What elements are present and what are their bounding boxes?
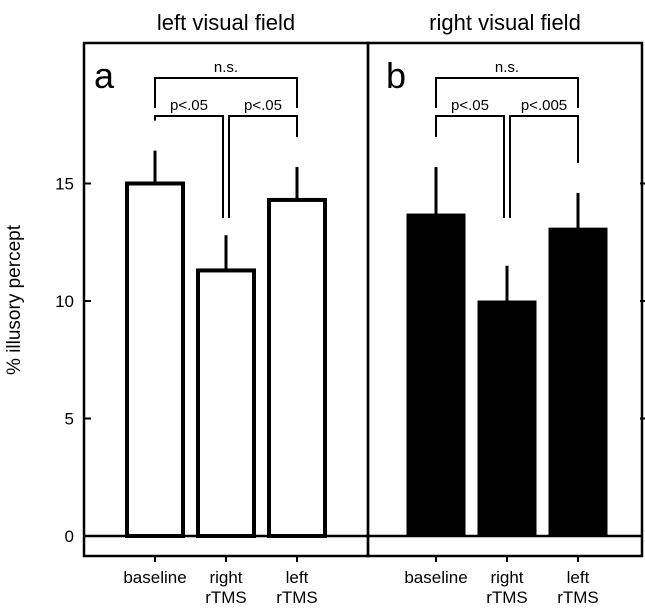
- significance-bracket: [435, 115, 505, 218]
- category-label: right: [209, 568, 242, 587]
- panel-title: right visual field: [429, 10, 581, 35]
- category-label: rTMS: [276, 588, 318, 607]
- significance-bracket: [228, 115, 298, 218]
- y-tick-label: 15: [55, 175, 74, 194]
- y-tick-label: 10: [55, 292, 74, 311]
- significance-label: p<.05: [451, 97, 489, 114]
- panel-title: left visual field: [157, 10, 295, 35]
- significance-label: p<.05: [170, 97, 208, 114]
- significance-bracket: [509, 115, 579, 218]
- category-label: baseline: [123, 568, 186, 587]
- significance-bracket: [154, 115, 224, 218]
- panel-letter: a: [94, 55, 115, 96]
- chart-marks: 0 5 10 15 % illusory percept left visual fiel…: [4, 10, 645, 607]
- bar: [477, 300, 537, 537]
- significance-label: n.s.: [214, 59, 238, 76]
- significance-bracket: [435, 77, 579, 108]
- significance-bracket: [154, 77, 298, 108]
- category-label: right: [490, 568, 523, 587]
- y-tick-label: 5: [65, 410, 74, 429]
- y-tick-label: 0: [65, 527, 74, 546]
- category-label: rTMS: [205, 588, 247, 607]
- category-label: left: [567, 568, 590, 587]
- category-label: baseline: [404, 568, 467, 587]
- bar: [548, 227, 608, 537]
- bar: [406, 213, 466, 537]
- bar: [196, 268, 256, 538]
- category-label: left: [286, 568, 309, 587]
- panel-letter: b: [386, 55, 406, 96]
- bar: [267, 197, 327, 538]
- panel-b-frame: [366, 41, 644, 558]
- category-label: rTMS: [486, 588, 528, 607]
- y-axis-label: % illusory percept: [4, 224, 25, 375]
- significance-label: p<.05: [244, 97, 282, 114]
- significance-label: p<.005: [521, 97, 567, 114]
- category-label: rTMS: [557, 588, 599, 607]
- bar: [125, 181, 185, 538]
- significance-label: n.s.: [495, 59, 519, 76]
